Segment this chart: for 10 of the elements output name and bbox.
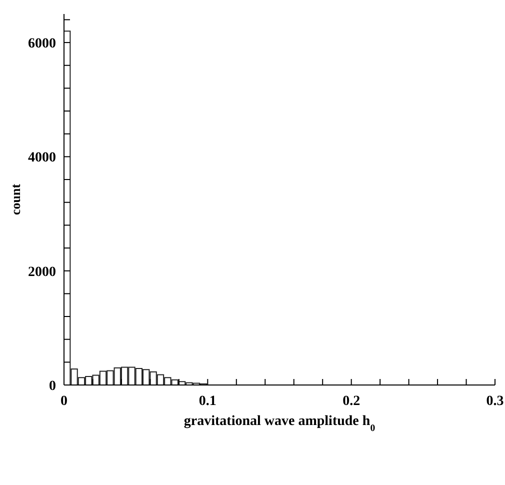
y-tick-label: 2000 bbox=[28, 264, 56, 280]
y-tick-label: 6000 bbox=[28, 36, 56, 52]
x-tick-label: 0 bbox=[60, 394, 68, 409]
x-tick-label: 0.1 bbox=[198, 394, 216, 409]
y-tick-label: 0 bbox=[49, 378, 56, 394]
y-axis-title: count bbox=[8, 183, 23, 216]
x-tick-label: 0.3 bbox=[486, 394, 504, 409]
x-axis-title: gravitational wave amplitude h$_{0}$ bbox=[184, 414, 376, 434]
y-tick-label: 4000 bbox=[28, 150, 56, 166]
x-tick-label: 0.2 bbox=[342, 394, 360, 409]
